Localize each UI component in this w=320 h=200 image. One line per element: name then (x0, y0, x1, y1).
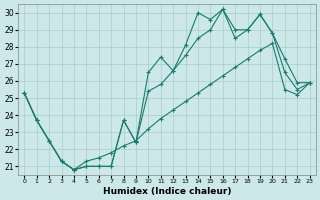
X-axis label: Humidex (Indice chaleur): Humidex (Indice chaleur) (103, 187, 231, 196)
